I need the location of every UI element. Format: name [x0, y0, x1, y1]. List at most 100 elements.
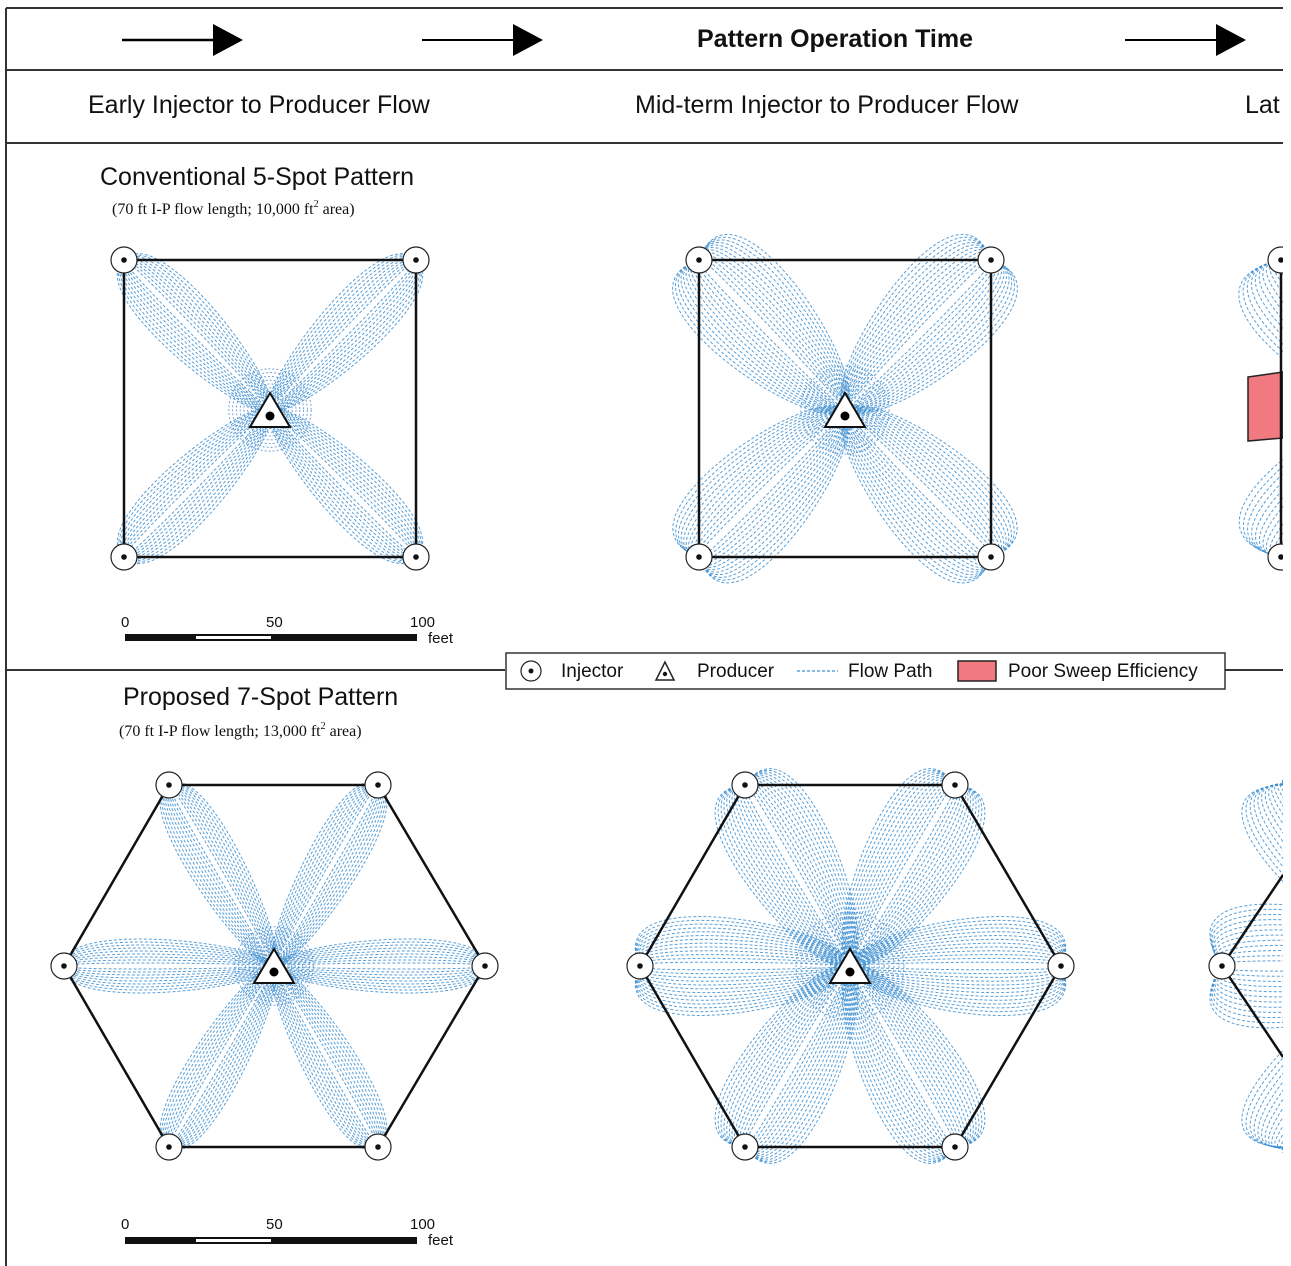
flow-path [160, 966, 277, 1150]
flow-path [269, 409, 419, 560]
flow-path [850, 917, 1066, 1016]
arrow-right-icon [122, 24, 243, 56]
flow-path [696, 410, 845, 560]
flow-path [162, 783, 276, 967]
injector-icon [1048, 953, 1074, 979]
flow-path [269, 409, 420, 561]
flow-path [1250, 757, 1291, 969]
flow-path [737, 780, 851, 966]
flow-path [270, 260, 417, 411]
flow-path [124, 410, 270, 557]
flow-path [117, 254, 271, 412]
flow-path [1254, 964, 1291, 1172]
flow-path [639, 958, 850, 973]
flow-path [163, 966, 275, 1149]
flow-path [270, 260, 416, 410]
flow-path [122, 258, 271, 411]
flow-path [845, 255, 996, 410]
injector-icon [1268, 247, 1291, 273]
scale-bar-seven-spot [125, 1237, 417, 1244]
flow-path [270, 410, 417, 558]
flow-path [1258, 965, 1291, 1169]
flow-path [274, 785, 379, 966]
arrow-right-icon [1125, 24, 1246, 56]
flow-path [118, 255, 271, 411]
injector-icon [51, 953, 77, 979]
injector-icon [1209, 953, 1235, 979]
flow-path [120, 256, 271, 411]
flow-path [117, 408, 271, 563]
flow-paths [64, 221, 1291, 1183]
injector-icon [942, 772, 968, 798]
flow-path [270, 410, 419, 560]
poor-sweep-swatch [958, 661, 996, 681]
flow-path [272, 783, 386, 967]
flow-path [1262, 965, 1291, 1166]
injector-icon [111, 247, 137, 273]
flow-path [689, 409, 847, 567]
flow-path [270, 410, 417, 558]
injector-icon [156, 1134, 182, 1160]
injector-icon [978, 247, 1004, 273]
flow-path [124, 410, 271, 558]
flow-path [1254, 760, 1291, 968]
flow-path [164, 784, 275, 967]
wells [51, 247, 1291, 1160]
flow-path [269, 256, 420, 411]
flow-path [274, 966, 380, 1147]
arrow-right-icon [422, 24, 543, 56]
flow-path [845, 258, 993, 410]
flow-path [121, 409, 271, 560]
flow-path [268, 254, 422, 412]
flow-path [273, 966, 380, 1148]
injector-icon [365, 772, 391, 798]
time-arrows [122, 24, 1246, 56]
flow-path [269, 409, 422, 563]
flow-path [1258, 763, 1291, 967]
flow-path [845, 410, 993, 559]
flow-path [123, 259, 270, 410]
flow-path [272, 783, 384, 966]
flow-path [1279, 966, 1291, 1151]
flow-path [272, 966, 386, 1150]
flow-path [274, 785, 380, 966]
injector-icon [365, 1134, 391, 1160]
flow-path [1250, 964, 1291, 1176]
flow-path [168, 966, 275, 1147]
flow-path [64, 963, 274, 969]
flow-path [273, 784, 381, 966]
flow-path [123, 260, 270, 411]
flow-path [742, 966, 850, 1149]
flow-path [166, 966, 275, 1148]
flow-path [166, 784, 275, 966]
flow-path [850, 962, 1062, 970]
flow-path [270, 410, 416, 557]
injector-icon [686, 247, 712, 273]
flow-path [639, 962, 850, 970]
injector-icon [978, 544, 1004, 570]
injector-icon [627, 953, 653, 979]
injector-icon [403, 544, 429, 570]
flow-path [168, 785, 275, 966]
flow-path [64, 939, 274, 993]
flow-path [119, 409, 272, 563]
flow-path [122, 410, 271, 560]
flow-path [1272, 775, 1291, 967]
flow-path [270, 410, 418, 559]
flow-path [273, 784, 380, 966]
injector-icon [732, 1134, 758, 1160]
flow-path [850, 966, 956, 1148]
flow-path [168, 785, 274, 966]
flow-path [121, 257, 271, 411]
flow-path [694, 410, 845, 562]
flow-path [850, 958, 1062, 973]
legend [506, 653, 1225, 689]
flow-path [744, 784, 850, 966]
flow-path [269, 255, 422, 411]
flow-path [274, 966, 378, 1147]
injector-icon [1268, 544, 1291, 570]
flow-path [273, 966, 381, 1148]
flow-path [64, 945, 274, 987]
injector-icon [732, 772, 758, 798]
